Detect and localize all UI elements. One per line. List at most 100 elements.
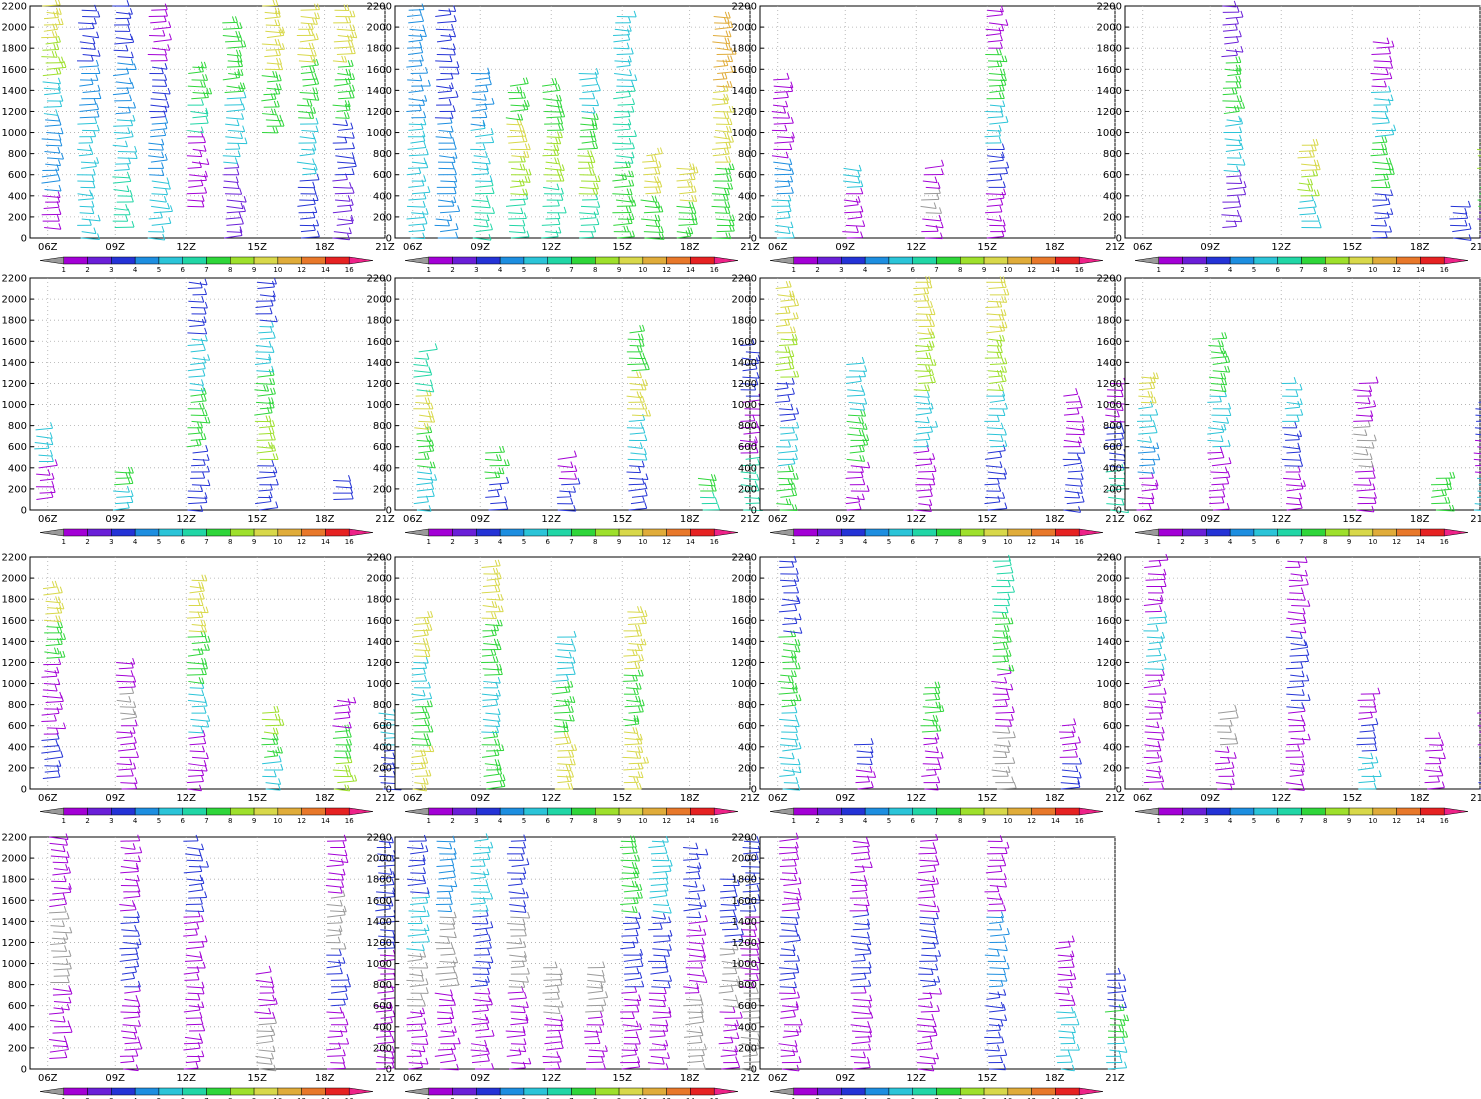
barb-shaft	[410, 237, 425, 240]
barb-flag	[657, 201, 661, 208]
y-tick-label: 1600	[732, 337, 757, 348]
barb-shaft	[192, 66, 207, 69]
wind-barb	[510, 230, 530, 239]
wind-barb	[113, 127, 131, 134]
barb-shaft	[191, 96, 209, 100]
wind-barb	[226, 49, 242, 57]
x-tick-label: 06Z	[38, 242, 58, 253]
barb-flag	[168, 21, 172, 28]
barb-shaft	[645, 192, 661, 195]
y-tick-label: 1400	[732, 86, 757, 97]
barb-flag	[240, 40, 244, 48]
barb-shaft	[440, 35, 456, 38]
barb-flag	[313, 93, 317, 101]
colorbar-box	[618, 256, 644, 265]
barb-shaft	[226, 54, 242, 57]
wind-barb	[643, 226, 664, 233]
barb-shaft	[612, 142, 632, 145]
barb-flag	[279, 114, 283, 121]
wind-barb	[151, 177, 170, 184]
y-tick-label: 1000	[732, 400, 757, 411]
barb-flag	[423, 30, 427, 37]
barb-flag	[596, 208, 600, 215]
wind-barb	[302, 72, 318, 81]
barb-flag	[555, 230, 559, 237]
barb-flag	[595, 142, 599, 149]
colorbar-label: 10	[1003, 266, 1012, 274]
x-tick-label: 06Z	[768, 242, 788, 253]
wind-barb	[151, 188, 169, 196]
colorbar-box	[571, 528, 596, 537]
barb-shaft	[511, 167, 526, 171]
x-tick-label: 21Z	[740, 242, 760, 253]
barb-shaft	[408, 52, 423, 56]
barb-flag	[127, 18, 130, 26]
wind-barb	[579, 130, 596, 138]
wind-barb	[335, 112, 350, 119]
barb-flag	[556, 131, 560, 138]
barb-shaft	[43, 28, 58, 32]
barb-shaft	[192, 115, 208, 119]
barb-flag	[628, 16, 632, 23]
barb-shaft	[1066, 420, 1084, 423]
barb-shaft	[438, 199, 456, 204]
barb-shaft	[475, 142, 494, 144]
barb-flag	[525, 188, 529, 196]
wind-barb	[225, 188, 243, 195]
wind-barb	[187, 161, 202, 169]
wind-barb	[407, 141, 427, 150]
wind-barb	[510, 143, 531, 151]
wind-barb	[149, 29, 166, 37]
barb-flag	[557, 218, 561, 225]
wind-barb	[42, 77, 61, 85]
barb-shaft	[579, 217, 597, 220]
barb-flag	[344, 104, 348, 111]
y-tick-label: 2200	[732, 2, 757, 13]
barb-flag	[425, 208, 429, 215]
colorbar-box	[301, 256, 326, 265]
barb-shaft	[301, 129, 319, 133]
barb-flag	[125, 215, 129, 222]
colorbar-label: 5	[522, 538, 526, 546]
wind-barb	[614, 105, 635, 113]
wind-barb	[472, 167, 490, 176]
wind-barb	[541, 218, 561, 226]
colorbar-box	[1253, 256, 1278, 265]
barb-shaft	[676, 235, 691, 239]
barb-flag	[451, 199, 455, 207]
barb-shaft	[150, 159, 168, 163]
wind-barb	[616, 151, 635, 159]
colorbar-box	[666, 528, 691, 537]
colorbar-box	[1007, 256, 1032, 265]
barb-shaft	[985, 306, 1002, 309]
barb-flag	[655, 186, 659, 194]
barb-flag	[654, 167, 658, 175]
barb-shaft	[77, 148, 92, 152]
wind-barb	[542, 199, 560, 207]
barb-flag	[349, 24, 353, 31]
barb-flag	[164, 63, 168, 70]
barb-flag	[93, 130, 97, 137]
barb-flag	[524, 143, 528, 150]
colorbar-box	[1182, 528, 1207, 537]
wind-barb	[581, 106, 596, 114]
barb-flag	[486, 214, 490, 221]
wind-barb	[112, 0, 130, 7]
barb-flag	[527, 143, 531, 150]
x-tick-label: 15Z	[612, 242, 632, 253]
barb-flag	[561, 123, 564, 131]
wind-barb	[81, 4, 98, 12]
barb-shaft	[43, 113, 58, 116]
colorbar-label: 12	[297, 266, 306, 274]
barb-flag	[491, 97, 495, 105]
barb-shaft	[153, 186, 171, 190]
barb-flag	[58, 223, 62, 230]
barb-shaft	[264, 16, 281, 20]
barb-shaft	[581, 140, 597, 144]
barb-shaft	[299, 136, 315, 140]
barb-shaft	[1353, 484, 1372, 486]
barb-flag	[169, 205, 173, 212]
wind-barb	[113, 44, 129, 52]
colorbar-label: 12	[1027, 266, 1036, 274]
